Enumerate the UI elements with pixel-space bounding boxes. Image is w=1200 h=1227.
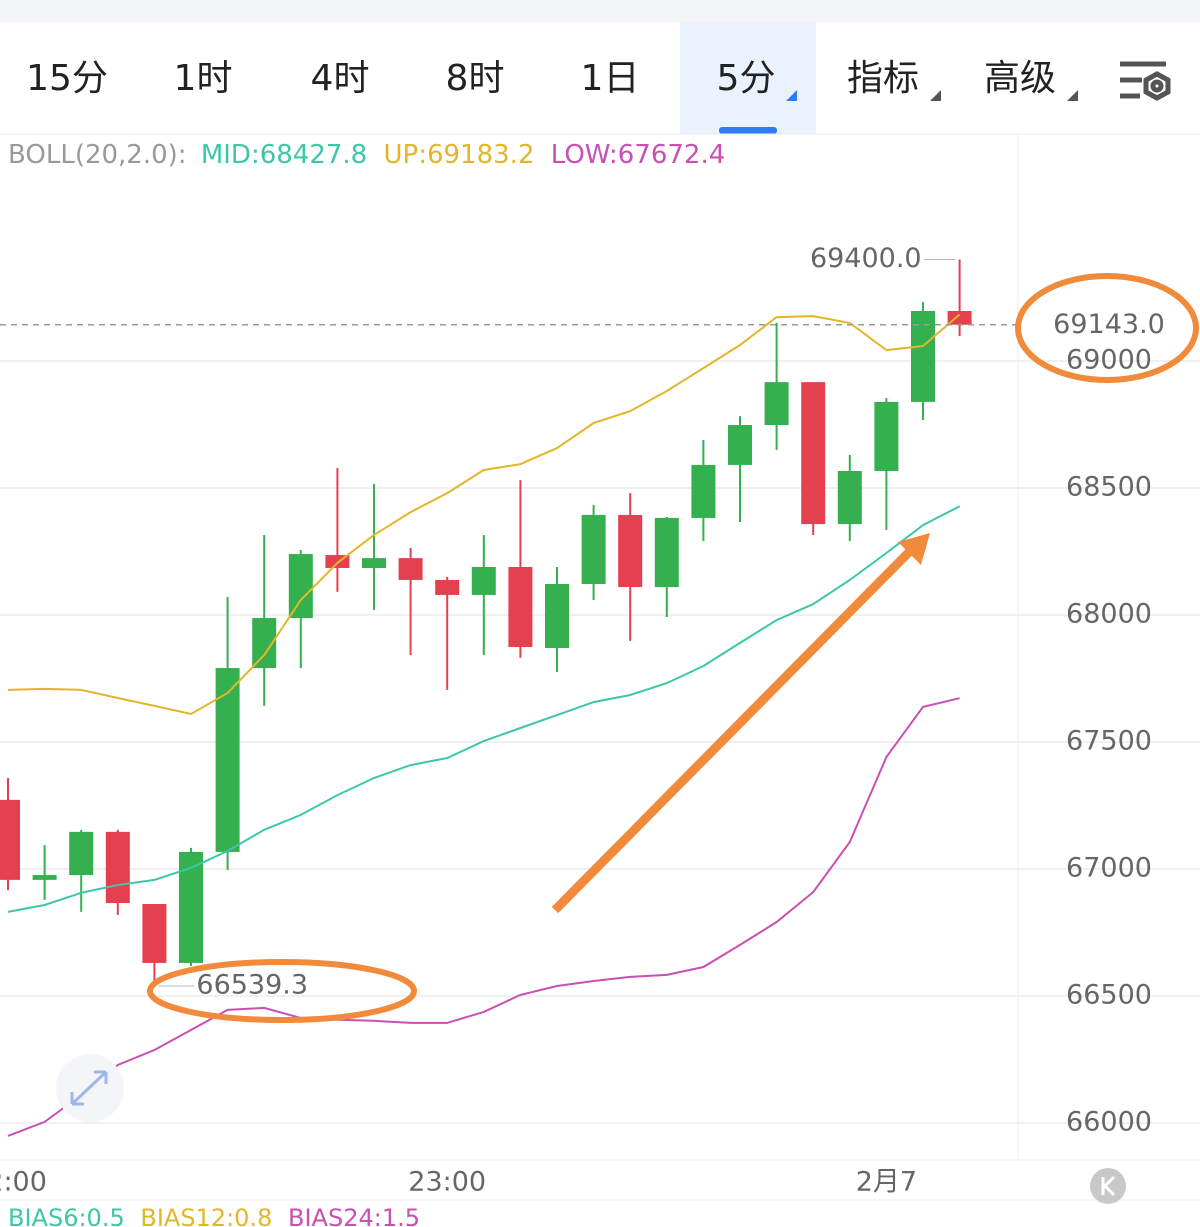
last-price-box (1040, 304, 1180, 343)
dropdown-triangle (930, 90, 941, 101)
boll-line (7, 697, 960, 1137)
candle-body (911, 310, 935, 402)
indicator-legend: BOLL(20,2.0): MID:68427.8 UP:69183.2 LOW… (8, 140, 725, 170)
annotations (147, 273, 1199, 1023)
tabs: 15分 1时 4时 8时 1日 5分 指标 高级 (26, 58, 1056, 99)
arrow-shaft (551, 542, 919, 914)
candle-body (947, 310, 972, 325)
tab[interactable]: 4时 (311, 58, 370, 99)
candle-body (691, 464, 716, 518)
high-label: 69400.0 (810, 243, 922, 274)
plot: 66000 66500 67000 67500 68000 68500 69000 22:00… (0, 243, 1200, 1198)
y-tick-label: 68500 (1066, 472, 1152, 503)
indicator-up: UP:69183.2 (384, 140, 535, 170)
candle-body (728, 425, 752, 465)
candle-body (654, 517, 679, 588)
candle-body (545, 584, 569, 649)
circle-annotation (1015, 273, 1199, 383)
last-price-label: 69143.0 (1053, 309, 1165, 340)
indicator-low: LOW:67672.4 (551, 140, 725, 170)
kline-icon[interactable] (1090, 1168, 1126, 1204)
candle-body (398, 558, 423, 580)
active-tab-bg (680, 22, 816, 134)
candle-body (874, 401, 899, 471)
circle-annotation (147, 959, 417, 1023)
candle-body (508, 566, 533, 647)
arrow-head (898, 533, 930, 565)
bias6: BIAS6:0.5 (8, 1204, 125, 1227)
candle-body (581, 514, 606, 585)
boll-line (7, 505, 961, 913)
y-tick-label: 67000 (1066, 852, 1152, 883)
candle-body (0, 799, 20, 880)
boll-line (7, 313, 961, 716)
candle-body (69, 831, 94, 876)
top-strip (0, 0, 1200, 22)
candle-body (362, 558, 386, 569)
candle-body (32, 875, 57, 880)
dropdown-triangle (786, 90, 797, 101)
bias-legend: BIAS6:0.5 BIAS12:0.8 BIAS24:1.5 (8, 1204, 420, 1227)
bias24: BIAS24:1.5 (288, 1204, 420, 1227)
tab[interactable]: 15分 (26, 58, 108, 99)
x-tick-label: 22:00 (0, 1167, 47, 1198)
candle-body (105, 831, 130, 903)
y-tick-label: 67500 (1066, 725, 1152, 756)
candle-body (764, 382, 789, 426)
x-tick-label: 2月7 (856, 1167, 917, 1198)
bias12: BIAS12:0.8 (140, 1204, 272, 1227)
tab[interactable]: 高级 (984, 58, 1056, 99)
tab[interactable]: 1日 (581, 58, 640, 99)
candle-body (471, 566, 496, 595)
candle-body (837, 470, 862, 525)
expand-icon[interactable] (56, 1054, 124, 1122)
candle-body (435, 579, 460, 595)
indicator-name: BOLL(20,2.0): (8, 140, 187, 170)
y-tick-label: 66500 (1066, 979, 1152, 1010)
tab[interactable]: 1时 (174, 58, 233, 99)
dropdown-triangle (1067, 90, 1078, 101)
x-tick-label: 23:00 (408, 1167, 486, 1198)
candle-body (142, 904, 167, 963)
candle-body (288, 554, 313, 619)
y-tick-label: 66000 (1066, 1106, 1152, 1137)
y-tick-label: 69000 (1066, 345, 1152, 376)
candle-body (801, 382, 826, 525)
candle-body (215, 668, 240, 852)
tab[interactable]: 8时 (446, 58, 505, 99)
indicator-mid: MID:68427.8 (201, 140, 367, 170)
tab[interactable]: 指标 (847, 58, 919, 99)
tab[interactable]: 5分 (717, 58, 776, 99)
y-tick-label: 68000 (1066, 598, 1152, 629)
low-label: 66539.3 (196, 969, 308, 1000)
settings-icon[interactable] (1120, 61, 1171, 101)
active-tab-underline (719, 127, 777, 134)
candle-body (618, 514, 643, 588)
